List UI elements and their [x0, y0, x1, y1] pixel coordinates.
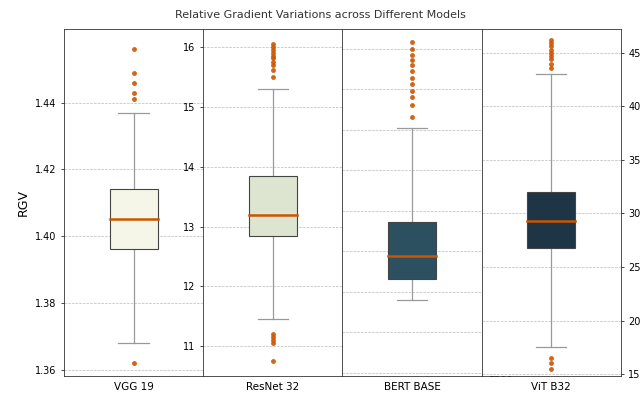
Y-axis label: RGV: RGV	[16, 189, 29, 216]
Bar	[109, 189, 157, 250]
Bar	[388, 222, 436, 279]
Text: Relative Gradient Variations across Different Models: Relative Gradient Variations across Diff…	[175, 10, 465, 20]
Bar	[527, 192, 575, 248]
Bar	[249, 176, 297, 236]
